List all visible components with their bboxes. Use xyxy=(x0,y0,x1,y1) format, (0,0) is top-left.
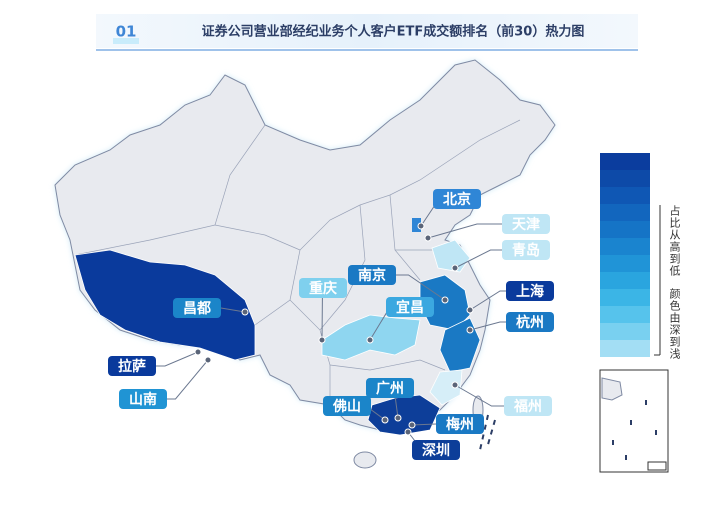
inset-box xyxy=(599,369,669,473)
city-label-bg xyxy=(436,414,484,434)
inset-islands xyxy=(612,400,657,460)
city-label-bg xyxy=(348,265,396,285)
header-title: 证券公司营业部经纪业务个人客户ETF成交额排名（前30）热力图 xyxy=(202,24,585,40)
city-label-bg xyxy=(108,356,156,376)
island-hainan xyxy=(353,451,377,469)
city-dot xyxy=(451,264,459,272)
legend-bar xyxy=(600,153,650,357)
legend-step xyxy=(600,187,650,204)
city-label: 广州 xyxy=(376,380,404,397)
city-label-bg xyxy=(299,278,347,298)
legend-step xyxy=(600,306,650,323)
city-dot xyxy=(241,308,249,316)
city-label: 杭州 xyxy=(516,314,544,331)
header-index: 01 xyxy=(116,23,137,41)
city-label: 北京 xyxy=(443,191,471,208)
city-label-bg xyxy=(504,396,552,416)
legend-step xyxy=(600,255,650,272)
city-label: 佛山 xyxy=(332,398,361,415)
inset-land xyxy=(601,377,623,401)
city-label-bg xyxy=(366,378,414,398)
city-dot xyxy=(394,414,402,422)
city-dot xyxy=(366,336,374,344)
city-label: 南京 xyxy=(358,267,386,284)
city-label-bg xyxy=(173,298,221,318)
city-dot xyxy=(318,336,326,344)
city-dot xyxy=(466,306,474,314)
city-dot xyxy=(451,381,459,389)
city-label-bg xyxy=(506,281,554,301)
legend-step xyxy=(600,340,650,357)
city-dot xyxy=(404,428,412,436)
city-label: 青岛 xyxy=(512,242,540,259)
legend-step xyxy=(600,323,650,340)
inset-corner xyxy=(647,461,667,471)
city-label: 宜昌 xyxy=(396,299,424,316)
city-label: 深圳 xyxy=(422,442,450,459)
legend-step xyxy=(600,221,650,238)
city-label-bg xyxy=(502,240,550,260)
city-label: 拉萨 xyxy=(118,358,146,375)
city-label: 梅州 xyxy=(446,416,474,433)
city-label: 山南 xyxy=(129,391,157,408)
city-dot xyxy=(424,234,432,242)
city-label-bg xyxy=(323,396,371,416)
legend-step xyxy=(600,238,650,255)
city-label-bg xyxy=(386,297,434,317)
city-label-bg xyxy=(412,440,460,460)
city-label: 福州 xyxy=(513,398,542,415)
city-label-bg xyxy=(506,312,554,332)
city-dot xyxy=(417,222,425,230)
city-dot xyxy=(204,356,212,364)
region-beijing xyxy=(412,218,421,232)
city-dot xyxy=(381,416,389,424)
city-label: 上海 xyxy=(516,283,544,300)
region-fujian xyxy=(429,369,463,406)
index-underline xyxy=(113,38,139,44)
legend-step xyxy=(600,204,650,221)
legend-step xyxy=(600,170,650,187)
city-label-bg xyxy=(502,214,550,234)
legend-step xyxy=(600,153,650,170)
city-label-bg xyxy=(119,389,167,409)
legend-step xyxy=(600,272,650,289)
region-shandong xyxy=(431,239,471,273)
sea-dashes xyxy=(479,414,496,451)
city-dot xyxy=(466,326,474,334)
city-dot xyxy=(194,348,202,356)
city-dot xyxy=(408,421,416,429)
legend-step xyxy=(600,289,650,306)
legend-text-color: 颜色由深到浅 xyxy=(668,288,681,360)
city-label: 昌都 xyxy=(183,301,211,317)
region-tibet xyxy=(74,249,256,361)
city-dot xyxy=(441,296,449,304)
city-label: 天津 xyxy=(512,216,540,233)
city-label-bg xyxy=(433,189,481,209)
city-label: 重庆 xyxy=(309,280,337,297)
header-bg xyxy=(96,14,638,48)
legend-text-high: 占比从高到低 xyxy=(668,205,681,277)
